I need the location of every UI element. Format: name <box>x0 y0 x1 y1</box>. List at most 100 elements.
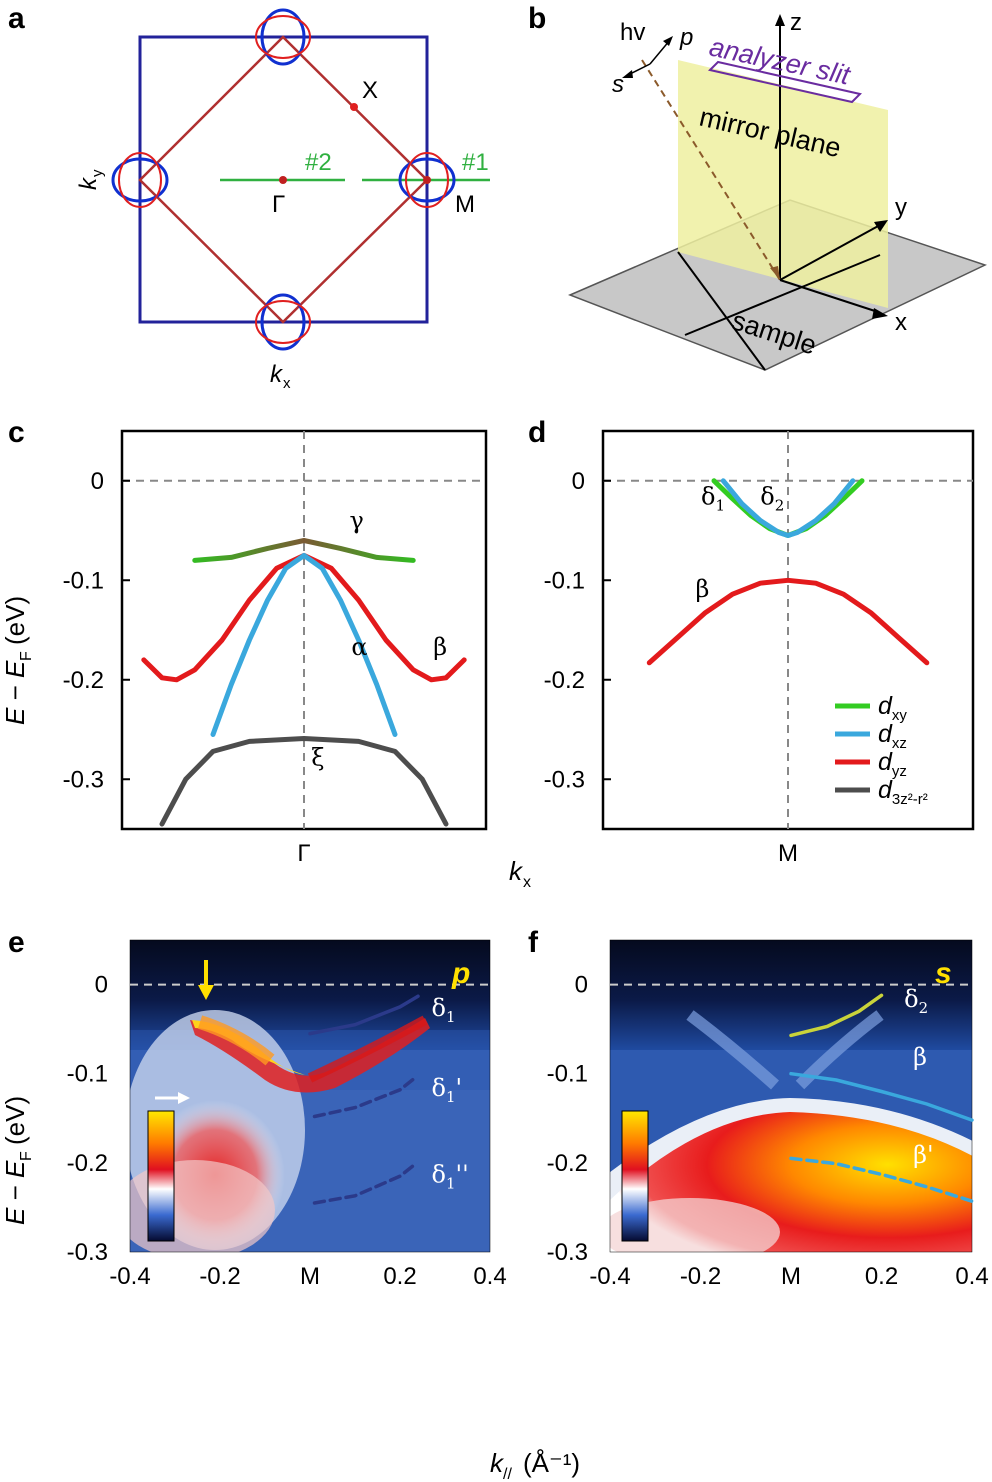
axis-x <box>779 279 879 313</box>
panel-label-c: c <box>8 416 25 449</box>
x-tick-label: 0.4 <box>955 1263 988 1290</box>
panel-a-brillouin-zone: X Γ M #2 #1 k y k x <box>75 8 490 392</box>
panel-label-a: a <box>8 2 25 35</box>
axis-x-arrow <box>872 308 888 319</box>
x-tick-label: M <box>778 840 798 867</box>
photon-beam <box>641 59 781 281</box>
yellow-arrow-icon <box>198 960 214 1000</box>
colorbar-e <box>147 1110 175 1242</box>
panel-f-heatmap <box>610 940 972 1252</box>
x-tick-label: -0.4 <box>589 1263 630 1290</box>
band-label-γ: γ <box>350 507 364 535</box>
svg-text:x: x <box>523 874 531 891</box>
y-tick-label: -0.1 <box>547 1061 588 1088</box>
overlay-band-1 <box>789 1071 974 1122</box>
y-tick-label: -0.3 <box>63 766 104 793</box>
photon-arrow <box>770 266 780 280</box>
y-tick-label: 0 <box>95 972 108 999</box>
colorbar-f <box>621 1110 649 1242</box>
svg-text:(eV): (eV) <box>0 596 30 645</box>
axis-z-arrow <box>775 14 785 26</box>
panel-label-f: f <box>528 926 539 959</box>
x-tick-label: M <box>781 1263 801 1290</box>
svg-text:(eV): (eV) <box>0 1096 30 1145</box>
panel-b-geometry: hv p s z y x analyzer slit mirror plane … <box>568 9 988 371</box>
sample-edge-line <box>677 251 766 371</box>
label-p: p <box>679 24 693 51</box>
pocket-right <box>398 152 456 208</box>
overlay-band-0 <box>789 993 884 1038</box>
x-tick-label: M <box>300 1263 320 1290</box>
band-γ <box>192 538 416 563</box>
y-tick-label: -0.2 <box>67 1150 108 1177</box>
x-tick-label: -0.4 <box>109 1263 150 1290</box>
label-cut-2: #2 <box>305 149 332 176</box>
band-α <box>210 552 398 737</box>
label-x: x <box>895 309 907 336</box>
svg-text:E − E: E − E <box>0 660 30 725</box>
panel-e-heatmap <box>130 940 490 1252</box>
svg-text:k: k <box>75 176 102 190</box>
mirror-plane <box>678 60 888 308</box>
analyzer-slit <box>708 60 862 104</box>
band-δ2 <box>720 478 856 538</box>
x-tick-label: 0.2 <box>865 1263 898 1290</box>
y-tick-label: -0.3 <box>547 1239 588 1266</box>
y-tick-label: 0 <box>91 468 104 495</box>
y-tick-label: 0 <box>572 468 585 495</box>
polarization-s: s <box>935 957 952 990</box>
label-Gamma: Γ <box>272 191 285 218</box>
band-annotation: β <box>913 1043 927 1071</box>
plot-c: 0 -0.1 -0.2 -0.3 Γγ β α ξ <box>63 431 486 867</box>
band-label-δ2: δ2 <box>760 483 784 515</box>
ylabel-ef: E − E F (eV) <box>0 1096 35 1225</box>
svg-text:x: x <box>283 375 291 392</box>
y-tick-label: -0.1 <box>63 567 104 594</box>
band-β <box>646 577 930 666</box>
axis-y <box>779 224 881 281</box>
y-tick-label: -0.3 <box>67 1239 108 1266</box>
label-s: s <box>612 71 624 98</box>
sample-cross-line <box>684 254 881 336</box>
panel-f-frame <box>609 939 973 1253</box>
overlay-band-1 <box>312 1077 416 1119</box>
overlay-band-0 <box>308 994 420 1036</box>
svg-text:F: F <box>18 651 35 661</box>
svg-text:F: F <box>18 1151 35 1161</box>
xlabel-ef: k // (Å⁻¹) <box>490 1448 580 1482</box>
axis-y-arrow <box>874 220 888 232</box>
legend-label: d3z²-r² <box>878 776 928 808</box>
x-tick-label: 0.4 <box>473 1263 506 1290</box>
svg-text:(Å⁻¹): (Å⁻¹) <box>523 1448 580 1478</box>
panel-label-b: b <box>528 2 546 35</box>
band-label-ξ: ξ <box>311 743 324 771</box>
pocket-top <box>255 8 311 66</box>
m-point <box>423 176 431 184</box>
axis-kx-label: k x <box>270 361 291 392</box>
band-label-β: β <box>433 633 447 661</box>
x-tick-label: 0.2 <box>383 1263 416 1290</box>
band-annotation: β' <box>913 1141 933 1169</box>
label-z: z <box>790 9 802 36</box>
band-label-β: β <box>696 575 710 603</box>
band-label-α: α <box>351 633 367 661</box>
svg-text://: // <box>503 1466 512 1482</box>
label-cut-1: #1 <box>462 149 489 176</box>
pocket-left <box>111 152 169 208</box>
panel-label-e: e <box>8 926 25 959</box>
x-tick-label: -0.2 <box>680 1263 721 1290</box>
gamma-point <box>279 176 287 184</box>
x-tick-label: -0.2 <box>199 1263 240 1290</box>
y-tick-label: 0 <box>575 972 588 999</box>
svg-text:k: k <box>490 1448 505 1478</box>
label-hv: hv <box>620 19 645 46</box>
x-tick-label: Γ <box>297 840 310 867</box>
svg-text:k: k <box>270 361 284 388</box>
y-tick-label: -0.2 <box>63 667 104 694</box>
panel-label-d: d <box>528 416 546 449</box>
axis-ky-label: k y <box>75 169 106 190</box>
svg-text:E − E: E − E <box>0 1160 30 1225</box>
overlay-band-2 <box>789 1156 974 1203</box>
label-y: y <box>895 194 907 221</box>
